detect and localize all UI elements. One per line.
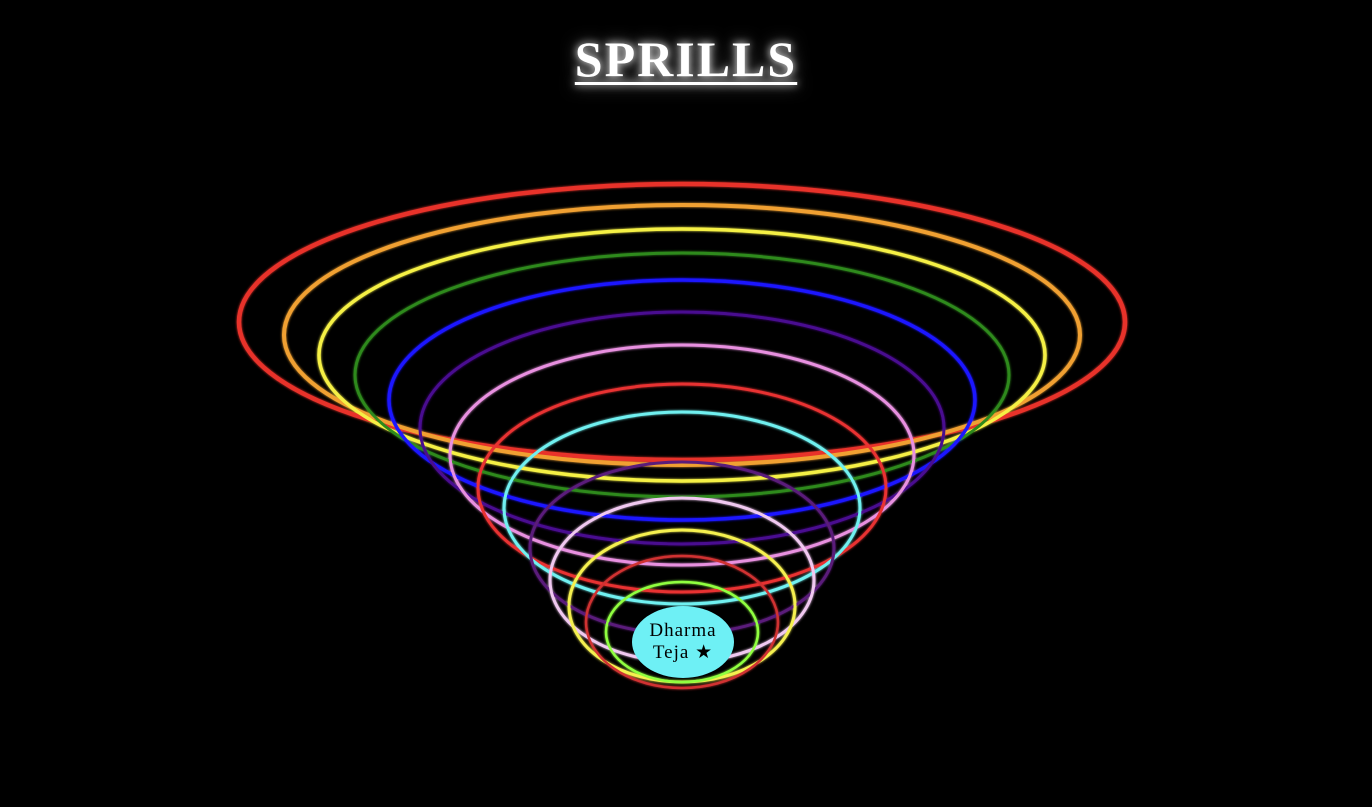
center-badge: Dharma Teja ★ [632,606,734,678]
badge-line-1: Dharma [649,620,717,641]
funnel-ring [282,203,1082,467]
badge-line-2: Teja ★ [652,642,714,663]
funnel-ring [387,278,977,522]
funnel-ring [317,227,1047,483]
page-title: SPRILLS [574,31,798,87]
funnel-ring [584,554,780,690]
funnel-ring [476,382,888,594]
funnel-ring [502,410,862,606]
funnel-ring [604,580,760,684]
funnel-ring [448,343,916,567]
funnel-ring [418,310,946,546]
funnel-ring [236,181,1128,463]
